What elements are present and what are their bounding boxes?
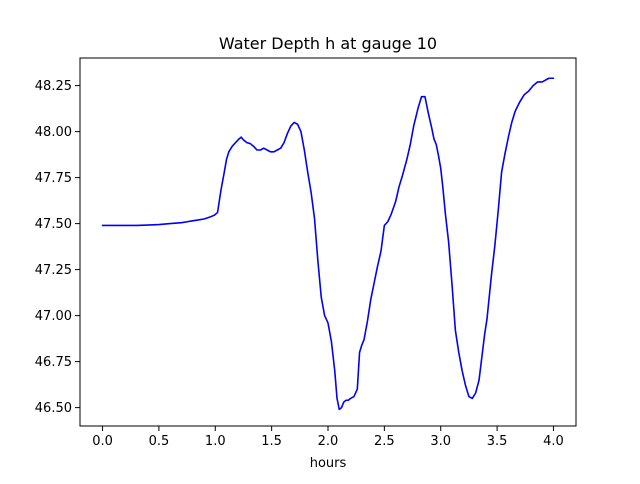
plot-marks xyxy=(101,77,555,411)
x-axis-ticks: 0.0 0.5 1.0 1.5 2.0 2.5 3.0 3.5 4.0 xyxy=(92,426,564,449)
x-tick-label: 1.0 xyxy=(205,434,226,449)
x-tick-label: 2.5 xyxy=(374,434,395,449)
x-tick-label: 3.0 xyxy=(430,434,451,449)
x-tick-label: 2.0 xyxy=(318,434,339,449)
y-tick-label: 47.75 xyxy=(35,171,72,186)
y-tick-label: 47.00 xyxy=(35,309,72,324)
x-axis-label: hours xyxy=(310,456,347,471)
y-tick-label: 47.25 xyxy=(35,263,72,278)
x-tick-label: 4.0 xyxy=(543,434,564,449)
x-tick-label: 3.5 xyxy=(487,434,508,449)
y-tick-label: 48.00 xyxy=(35,125,72,140)
y-tick-label: 46.50 xyxy=(35,401,72,416)
y-axis-ticks: 46.50 46.75 47.00 47.25 47.50 47.75 48.00 48.25 xyxy=(35,79,80,416)
chart-title: Water Depth h at gauge 10 xyxy=(219,34,437,53)
x-tick-label: 1.5 xyxy=(261,434,282,449)
x-tick-label: 0.0 xyxy=(92,434,113,449)
y-tick-label: 48.25 xyxy=(35,79,72,94)
x-tick-label: 0.5 xyxy=(149,434,170,449)
y-tick-label: 47.50 xyxy=(35,217,72,232)
series-line-0 xyxy=(101,77,555,411)
y-tick-label: 46.75 xyxy=(35,355,72,370)
